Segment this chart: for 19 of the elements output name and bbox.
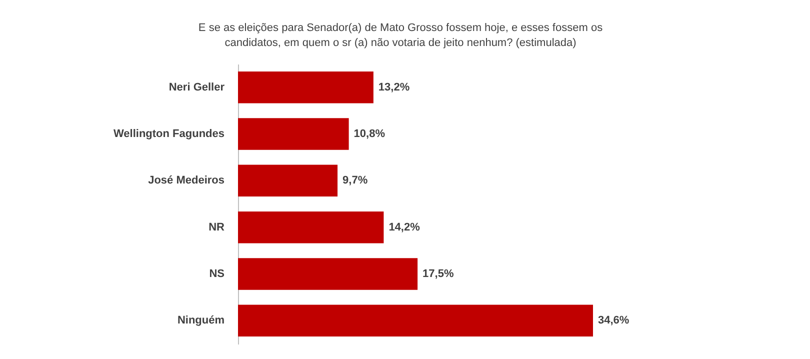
- bar: [238, 258, 418, 290]
- y-tick-label: Ninguém: [177, 314, 225, 327]
- data-label: 17,5%: [422, 268, 454, 280]
- data-label: 10,8%: [354, 128, 386, 140]
- y-tick-label: José Medeiros: [148, 174, 224, 187]
- y-tick-label: NS: [209, 268, 224, 280]
- y-tick-label: Wellington Fagundes: [113, 128, 224, 140]
- data-label: 9,7%: [342, 174, 368, 187]
- bar: [238, 211, 384, 244]
- bar: [238, 118, 349, 150]
- bar: [238, 304, 593, 337]
- chart-title: E se as eleições para Senador(a) de Mato Grosso fossem hoje, e esses fossem os candidatos, em quem o sr (a) não votaria de jeito nenhum? (estimulada): [198, 22, 604, 49]
- y-tick-label: NR: [208, 221, 225, 234]
- data-label: 13,2%: [378, 81, 410, 94]
- bar: [238, 164, 338, 197]
- bar: [238, 71, 374, 104]
- y-tick-label: Neri Geller: [168, 81, 226, 94]
- data-label: 34,6%: [598, 314, 630, 327]
- data-label: 14,2%: [388, 221, 420, 234]
